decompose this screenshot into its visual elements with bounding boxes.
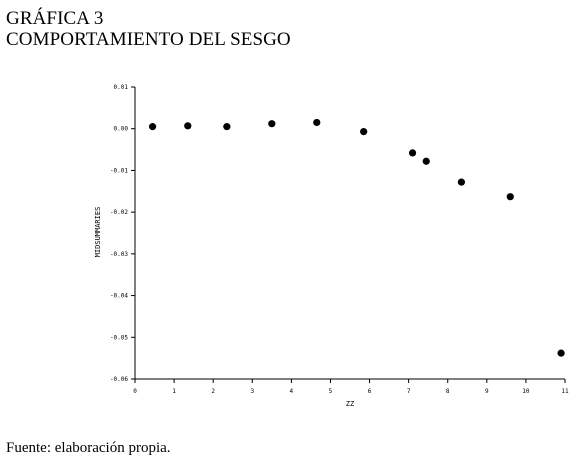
data-point: [184, 122, 192, 130]
source-note: Fuente: elaboración propia.: [6, 440, 171, 456]
x-tick-label: 1: [172, 388, 176, 395]
y-axis-label: MIDSUMMARIES: [94, 207, 102, 258]
data-point: [408, 149, 417, 157]
x-tick-label: 2: [211, 388, 215, 395]
x-tick-label: 11: [561, 388, 569, 395]
x-tick-label: 8: [446, 388, 450, 395]
x-tick-label: 10: [522, 388, 530, 395]
data-point: [268, 120, 276, 128]
x-axis-ticks: 0 1 2 3 4 5 6 7 8 9 10 11: [133, 379, 569, 395]
x-axis-label: ZZ: [346, 400, 354, 408]
data-points: [148, 118, 565, 357]
y-tick-label: -0.05: [110, 334, 128, 341]
data-point: [148, 123, 157, 131]
figure-title: COMPORTAMIENTO DEL SESGO: [6, 29, 291, 50]
y-tick-label: -0.04: [110, 293, 128, 300]
x-tick-label: 4: [290, 388, 294, 395]
y-tick-label: -0.01: [110, 167, 128, 174]
data-point: [223, 123, 231, 131]
figure-heading: GRÁFICA 3 COMPORTAMIENTO DEL SESGO: [6, 8, 291, 50]
y-tick-label: 0.01: [114, 84, 129, 91]
y-tick-label: -0.02: [110, 209, 128, 216]
plot-frame: [134, 87, 565, 380]
data-point: [506, 193, 514, 201]
y-tick-label: -0.03: [110, 251, 128, 258]
x-tick-label: 7: [407, 388, 411, 395]
x-tick-label: 9: [485, 388, 489, 395]
figure-number: GRÁFICA 3: [6, 8, 104, 29]
y-axis-ticks: 0.01 0.00 -0.01 -0.02 -0.03 -0.04 -0.05 -0.06: [110, 84, 135, 383]
data-point: [457, 178, 466, 186]
data-point: [422, 157, 430, 165]
y-tick-label: -0.06: [110, 376, 128, 383]
data-point: [557, 349, 565, 357]
x-tick-label: 0: [133, 388, 137, 395]
x-tick-label: 5: [329, 388, 333, 395]
data-point: [360, 128, 368, 136]
x-tick-label: 6: [368, 388, 372, 395]
x-tick-label: 3: [250, 388, 254, 395]
y-tick-label: 0.00: [114, 126, 129, 133]
data-point: [313, 118, 321, 127]
